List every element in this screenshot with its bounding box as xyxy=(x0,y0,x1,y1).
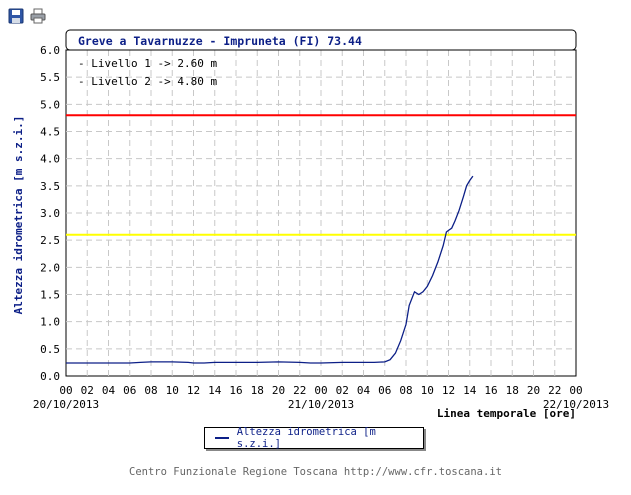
x-tick-label: 06 xyxy=(378,384,391,397)
y-tick-label: 2.5 xyxy=(40,234,60,247)
printer-icon[interactable] xyxy=(30,8,46,24)
x-tick-label: 20 xyxy=(527,384,540,397)
x-tick-label: 08 xyxy=(144,384,157,397)
x-tick-label: 00 xyxy=(314,384,327,397)
x-tick-label: 02 xyxy=(81,384,94,397)
chart-title-box xyxy=(65,29,577,51)
y-tick-label: 3.5 xyxy=(40,180,60,193)
y-tick-label: 3.0 xyxy=(40,207,60,220)
annotation-livello-2: - Livello 2 -> 4.80 m xyxy=(78,75,217,88)
chart-title: Greve a Tavarnuzze - Impruneta (FI) 73.4… xyxy=(78,34,362,48)
x-tick-label: 18 xyxy=(251,384,264,397)
hydrometric-chart: 0.0 0.5 1.0 1.5 2.0 2.5 3.0 3.5 4.0 4.5 5.0 5.5 6.0 0… xyxy=(12,29,609,420)
date-label: 21/10/2013 xyxy=(288,398,354,411)
x-tick-label: 12 xyxy=(442,384,455,397)
y-tick-label: 2.0 xyxy=(40,261,60,274)
x-tick-label: 02 xyxy=(336,384,349,397)
x-tick-label: 12 xyxy=(187,384,200,397)
y-tick-label: 4.0 xyxy=(40,153,60,166)
x-tick-label: 16 xyxy=(484,384,497,397)
x-tick-label: 18 xyxy=(506,384,519,397)
x-tick-label: 10 xyxy=(421,384,434,397)
x-tick-label: 10 xyxy=(166,384,179,397)
x-tick-label: 20 xyxy=(272,384,285,397)
y-tick-label: 1.5 xyxy=(40,289,60,302)
y-tick-label: 0.5 xyxy=(40,343,60,356)
x-tick-label: 22 xyxy=(548,384,561,397)
y-tick-label: 6.0 xyxy=(40,44,60,57)
footer-credit: Centro Funzionale Regione Toscana http:/… xyxy=(129,466,502,478)
y-tick-label: 1.0 xyxy=(40,316,60,329)
x-tick-label: 00 xyxy=(59,384,72,397)
toolbar xyxy=(8,8,46,24)
x-tick-label: 14 xyxy=(463,384,477,397)
x-tick-label: 06 xyxy=(123,384,136,397)
y-tick-label: 5.5 xyxy=(40,71,60,84)
x-tick-label: 00 xyxy=(569,384,582,397)
series-line xyxy=(66,175,474,364)
x-tick-label: 08 xyxy=(399,384,412,397)
x-axis-label: Linea temporale [ore] xyxy=(437,407,576,420)
annotation-livello-1: - Livello 1 -> 2.60 m xyxy=(78,57,217,70)
floppy-disk-icon[interactable] xyxy=(8,8,24,24)
x-tick-label: 22 xyxy=(293,384,306,397)
x-tick-label: 04 xyxy=(357,384,371,397)
y-tick-label: 4.5 xyxy=(40,126,60,139)
legend-label: Altezza idrometrica [m s.z.i.] xyxy=(236,426,376,450)
x-tick-label: 16 xyxy=(229,384,242,397)
date-label: 22/10/2013 xyxy=(543,398,609,411)
y-tick-label: 0.0 xyxy=(40,370,60,383)
date-label: 20/10/2013 xyxy=(33,398,99,411)
legend-swatch xyxy=(215,437,229,439)
x-tick-label: 04 xyxy=(102,384,116,397)
x-tick-label: 14 xyxy=(208,384,222,397)
y-axis-label: Altezza idrometrica [m s.z.i.] xyxy=(12,116,25,315)
y-tick-label: 5.0 xyxy=(40,98,60,111)
legend: Altezza idrometrica [m s.z.i.] xyxy=(204,426,424,450)
